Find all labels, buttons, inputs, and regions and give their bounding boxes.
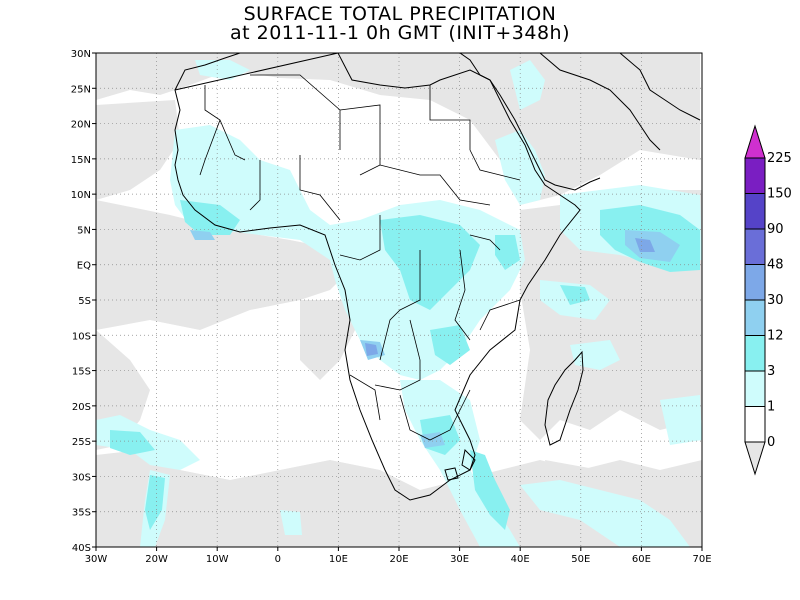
lat-label: 20S bbox=[72, 402, 91, 413]
lon-label: 70E bbox=[692, 554, 711, 565]
colorbar-label: 150 bbox=[767, 187, 792, 202]
colorbar-swatch bbox=[744, 406, 766, 443]
precip-band-30-48 bbox=[365, 238, 655, 356]
colorbar-swatch bbox=[744, 228, 766, 265]
lon-label: 40E bbox=[511, 554, 530, 565]
lon-label: 20W bbox=[145, 554, 168, 565]
lon-label: 50E bbox=[571, 554, 590, 565]
colorbar-label: 12 bbox=[767, 329, 784, 344]
arabia-coast bbox=[539, 53, 661, 151]
colorbar-label: 30 bbox=[767, 293, 784, 308]
colorbar-swatch bbox=[744, 193, 766, 230]
lon-label: 20E bbox=[389, 554, 408, 565]
colorbar-label: 3 bbox=[767, 364, 775, 379]
lat-label: 5N bbox=[77, 225, 91, 236]
colorbar-label: 1 bbox=[767, 400, 775, 415]
lat-label: 30N bbox=[71, 49, 91, 60]
colorbar-swatch bbox=[744, 370, 766, 407]
axis-ticks: 30N 25N 20N 15N 10N 5N EQ 5S 10S 15S 20S 25S 30S 35S 4… bbox=[71, 49, 712, 565]
lon-label: 30E bbox=[450, 554, 469, 565]
lon-label: 10E bbox=[329, 554, 348, 565]
colorbar-label: 48 bbox=[767, 258, 784, 273]
lat-label: 40S bbox=[72, 543, 91, 554]
colorbar-swatch bbox=[744, 335, 766, 372]
eswatini bbox=[461, 448, 476, 471]
lat-label: 35S bbox=[72, 508, 91, 519]
colorbar-low-triangle bbox=[744, 441, 766, 476]
lat-label: 15N bbox=[71, 155, 91, 166]
precip-fields bbox=[96, 53, 702, 547]
lat-label: EQ bbox=[77, 261, 91, 272]
lon-label: 60E bbox=[632, 554, 651, 565]
gulf-coast bbox=[619, 53, 701, 121]
precip-band-3-12 bbox=[110, 200, 700, 530]
map-title: SURFACE TOTAL PRECIPITATION bbox=[243, 3, 557, 25]
precip-band-12-30 bbox=[190, 230, 680, 448]
colorbar-swatch bbox=[744, 264, 766, 301]
lat-label: 15S bbox=[72, 367, 91, 378]
lat-label: 10N bbox=[71, 190, 91, 201]
lon-label: 30W bbox=[85, 554, 108, 565]
lat-label: 30S bbox=[72, 472, 91, 483]
colorbar-high-triangle bbox=[744, 124, 766, 159]
lesotho bbox=[444, 467, 459, 481]
lon-label: 0 bbox=[275, 554, 281, 565]
colorbar-swatch bbox=[744, 299, 766, 336]
coastlines bbox=[174, 53, 701, 501]
lon-label: 10W bbox=[206, 554, 229, 565]
colorbar-swatch bbox=[744, 157, 766, 194]
lat-label: 10S bbox=[72, 331, 91, 342]
africa-outline bbox=[174, 53, 581, 501]
lat-label: 20N bbox=[71, 120, 91, 131]
lat-label: 25S bbox=[72, 437, 91, 448]
graticule bbox=[96, 53, 702, 547]
madagascar bbox=[544, 350, 584, 446]
colorbar-label: 225 bbox=[767, 151, 792, 166]
lat-label: 5S bbox=[78, 296, 91, 307]
colorbar-label: 0 bbox=[767, 435, 775, 450]
colorbar-label: 90 bbox=[767, 222, 784, 237]
colorbar: 0 1 3 12 30 48 90 150 225 bbox=[744, 124, 792, 476]
map-subtitle: at 2011-11-1 0h GMT (INIT+348h) bbox=[229, 22, 570, 44]
red-sea-arabia bbox=[459, 53, 601, 191]
country-borders bbox=[199, 74, 521, 441]
lat-label: 25N bbox=[71, 84, 91, 95]
